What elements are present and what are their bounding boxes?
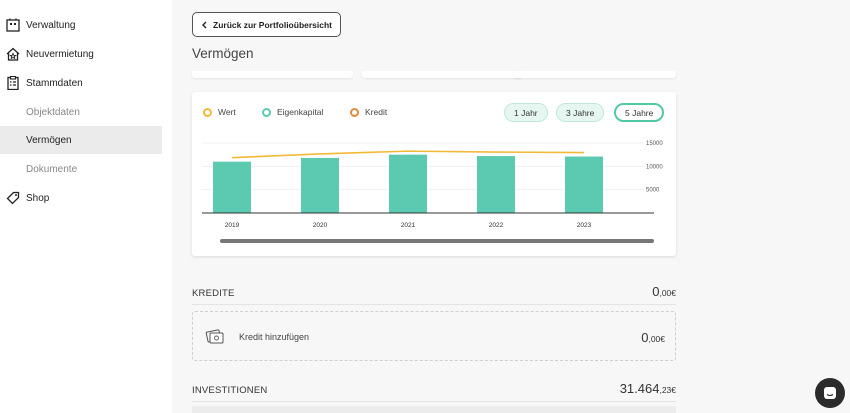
building-icon	[6, 18, 20, 32]
legend-marker	[262, 107, 271, 117]
y-tick-label: 15000	[646, 141, 663, 147]
sidebar-item-label: Verwaltung	[26, 19, 76, 31]
chart-card: Wert Eigenkapital Kredit 1 Jahr 3 Jahre …	[192, 92, 676, 256]
bar-2023	[565, 156, 603, 213]
legend-label: Eigenkapital	[277, 107, 324, 117]
kredite-amount-main: 0	[652, 284, 660, 299]
clipboard-icon	[7, 76, 19, 90]
add-kredit-amount-frac: ,00€	[648, 334, 665, 344]
sidebar-item-stammdaten[interactable]: Stammdaten	[0, 69, 162, 97]
legend-eigenkapital[interactable]: Eigenkapital	[262, 107, 323, 117]
line-wert	[231, 150, 585, 159]
sidebar: Verwaltung Neuvermietung Stammdaten Obje…	[0, 0, 162, 413]
sidebar-item-verwaltung[interactable]: Verwaltung	[0, 11, 162, 39]
legend-label: Kredit	[365, 107, 388, 117]
investitionen-label: INVESTITIONEN	[192, 385, 268, 396]
x-tick-label: 2019	[225, 222, 240, 229]
x-tick-label: 2021	[401, 222, 416, 229]
x-tick-label: 2022	[489, 222, 504, 229]
sidebar-item-label: Objektdaten	[26, 106, 80, 118]
range-1-jahr-button[interactable]: 1 Jahr	[504, 103, 548, 122]
chevron-left-icon	[202, 21, 207, 28]
tag-icon	[6, 191, 20, 205]
bar-2022	[477, 156, 515, 213]
legend-wert[interactable]: Wert	[203, 107, 236, 117]
bar-2020	[301, 157, 339, 213]
add-kredit-amount: 0,00€	[641, 329, 665, 347]
sidebar-item-vermoegen[interactable]: Vermögen	[0, 126, 162, 154]
investitionen-total: 31.464,23€	[620, 380, 676, 398]
investitionen-amount-frac: ,23€	[659, 385, 676, 395]
sidebar-item-label: Neuvermietung	[26, 48, 94, 60]
bar-2021	[389, 154, 427, 213]
asset-chart: 15000 10000 5000 2019 2020 2021 2022 2023	[202, 141, 663, 243]
add-kredit-amount-main: 0	[641, 330, 649, 345]
house-star-icon	[6, 47, 20, 61]
bar-2019	[213, 161, 251, 213]
sidebar-item-label: Stammdaten	[26, 77, 83, 89]
sidebar-item-objektdaten[interactable]: Objektdaten	[0, 98, 162, 126]
investitionen-amount-main: 31.464	[619, 381, 660, 396]
kredite-amount-frac: ,00€	[659, 288, 676, 298]
main-content: Zurück zur Portfolioübersicht Vermögen W…	[172, 0, 850, 413]
back-to-portfolio-button[interactable]: Zurück zur Portfolioübersicht	[192, 12, 342, 37]
add-kredit-label: Kredit hinzufügen	[239, 332, 310, 342]
sidebar-item-label: Vermögen	[26, 134, 72, 146]
sidebar-item-label: Dokumente	[26, 163, 78, 175]
sidebar-item-shop[interactable]: Shop	[0, 184, 162, 212]
kredite-total: 0,00€	[652, 283, 676, 301]
range-5-jahre-button[interactable]: 5 Jahre	[614, 103, 665, 122]
summary-card	[514, 71, 676, 78]
kredite-label: KREDITE	[192, 288, 235, 299]
back-button-label: Zurück zur Portfolioübersicht	[213, 19, 333, 30]
y-tick-label: 5000	[646, 188, 660, 194]
summary-card	[192, 71, 353, 78]
page-title: Vermögen	[192, 46, 254, 61]
legend-kredit[interactable]: Kredit	[350, 107, 387, 117]
sidebar-item-neuvermietung[interactable]: Neuvermietung	[0, 40, 162, 68]
summary-card	[362, 71, 523, 78]
money-cards-icon	[205, 329, 224, 344]
legend-marker	[203, 107, 212, 117]
legend-marker	[350, 107, 359, 117]
x-tick-label: 2020	[313, 222, 328, 229]
y-tick-label: 10000	[646, 164, 663, 170]
x-tick-label: 2023	[577, 222, 592, 229]
kredite-section-header: KREDITE 0,00€	[192, 283, 676, 305]
chat-button[interactable]	[815, 378, 845, 408]
sidebar-item-dokumente[interactable]: Dokumente	[0, 155, 162, 183]
sidebar-item-label: Shop	[26, 192, 50, 204]
chart-scrollbar	[220, 239, 654, 243]
investitionen-section-header: INVESTITIONEN 31.464,23€	[192, 380, 676, 402]
chat-icon	[824, 387, 836, 399]
range-3-jahre-button[interactable]: 3 Jahre	[556, 103, 605, 122]
next-card-edge	[192, 406, 676, 413]
legend-label: Wert	[218, 107, 236, 117]
add-kredit-button[interactable]: Kredit hinzufügen 0,00€	[192, 311, 676, 361]
